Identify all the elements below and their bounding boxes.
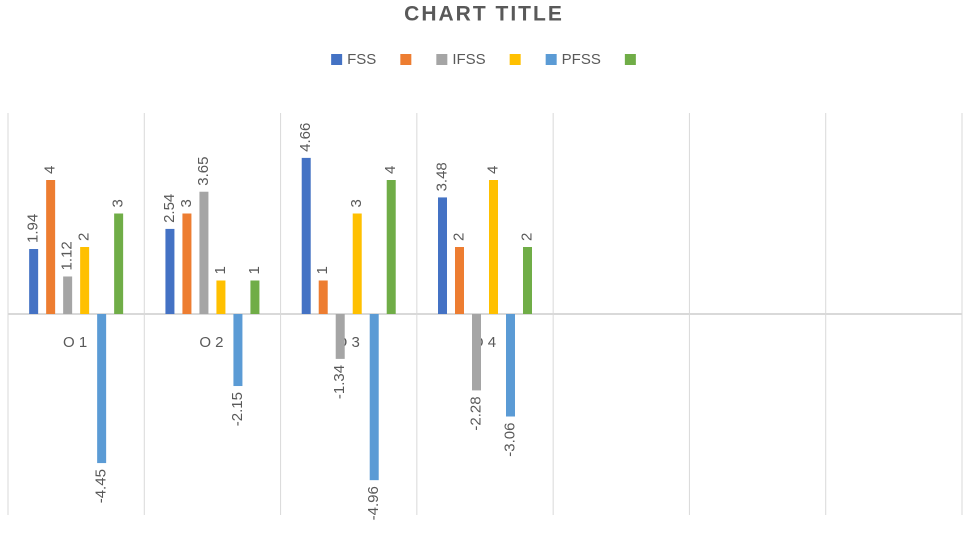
bar bbox=[63, 276, 73, 314]
data-label: 4 bbox=[42, 166, 59, 174]
bar bbox=[165, 228, 175, 314]
bar bbox=[301, 157, 311, 314]
data-label: 4 bbox=[382, 166, 399, 174]
data-label: 4 bbox=[484, 166, 501, 174]
bar bbox=[182, 213, 192, 314]
data-label: -2.15 bbox=[229, 392, 246, 426]
bar bbox=[523, 247, 532, 314]
data-label: 3.65 bbox=[195, 157, 212, 186]
data-label: 3 bbox=[178, 199, 195, 207]
bar bbox=[46, 180, 56, 314]
bar bbox=[250, 280, 260, 314]
legend-swatch bbox=[624, 54, 636, 65]
x-tick-label: O 1 bbox=[63, 334, 87, 351]
bar bbox=[318, 280, 328, 314]
data-label: 1.12 bbox=[59, 241, 76, 270]
data-label: -1.34 bbox=[331, 365, 348, 399]
bar bbox=[506, 314, 515, 417]
bar bbox=[29, 249, 39, 314]
data-label: -4.96 bbox=[365, 486, 382, 520]
chart-title: CHART TITLE bbox=[404, 3, 564, 26]
data-label: 2 bbox=[450, 233, 467, 241]
data-label: -2.28 bbox=[467, 396, 484, 430]
data-label: 2.54 bbox=[161, 194, 178, 223]
bar bbox=[114, 213, 124, 314]
bar bbox=[335, 314, 345, 359]
data-label: 1 bbox=[212, 266, 229, 274]
bar bbox=[438, 197, 447, 314]
legend-swatch bbox=[331, 54, 343, 65]
bar bbox=[386, 180, 396, 314]
legend-swatch bbox=[400, 54, 412, 65]
bar bbox=[216, 280, 226, 314]
legend-label: FSS bbox=[347, 51, 376, 68]
bar bbox=[352, 213, 362, 314]
data-label: 1 bbox=[314, 266, 331, 274]
legend-label: IFSS bbox=[452, 51, 485, 68]
x-tick-label: O 2 bbox=[199, 334, 223, 351]
data-label: 4.66 bbox=[297, 123, 314, 152]
data-label: 3.48 bbox=[433, 162, 450, 191]
data-label: 2 bbox=[76, 233, 93, 241]
legend-swatch bbox=[509, 54, 521, 65]
bar bbox=[199, 191, 209, 314]
bar bbox=[472, 314, 481, 391]
bar bbox=[369, 314, 379, 481]
data-label: 2 bbox=[518, 233, 535, 241]
legend-label: PFSS bbox=[562, 51, 601, 68]
bar bbox=[97, 314, 107, 464]
legend-swatch bbox=[436, 54, 448, 65]
data-label: -4.45 bbox=[93, 469, 110, 503]
data-label: 1 bbox=[246, 266, 263, 274]
data-label: 1.94 bbox=[25, 214, 42, 243]
bar bbox=[455, 247, 464, 314]
legend-swatch bbox=[545, 54, 557, 65]
bar bbox=[80, 247, 90, 314]
data-label: 3 bbox=[348, 199, 365, 207]
data-label: -3.06 bbox=[501, 423, 518, 457]
data-label: 3 bbox=[110, 199, 127, 207]
bar bbox=[233, 314, 243, 387]
bar bbox=[489, 180, 498, 314]
